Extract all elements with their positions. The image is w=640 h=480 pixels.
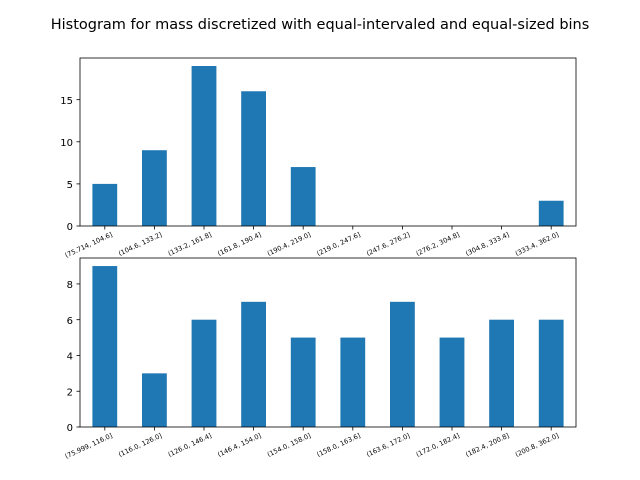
x-tick-label-equal-interval-5: (219.0, 247.6] [316,231,362,258]
y-tick-label-equal-interval-3: 15 [60,96,73,107]
bar-equal-size-4 [290,337,316,427]
y-tick-label-equal-size-4: 8 [67,280,73,291]
x-tick-label-equal-interval-2: (133.2, 161.8] [167,231,213,258]
bar-equal-size-8 [489,319,514,427]
chart-equal-size-bins: 0 2 4 6 8 (75.999, 116.0] (116.0, 126.0] (126.0… [64,257,577,461]
x-tick-label-equal-size-5: (158.0, 163.6] [316,432,362,459]
x-tick-label-equal-size-0: (75.999, 116.0] [64,432,114,461]
x-tick-label-equal-size-6: (163.6, 172.0] [365,432,411,459]
bar-equal-size-6 [390,301,415,427]
y-tick-label-equal-size-2: 4 [67,352,73,363]
figure-title: Histogram for mass discretized with equa… [51,17,590,33]
x-tick-label-equal-interval-7: (276.2, 304.8] [415,231,461,258]
y-tick-label-equal-size-3: 6 [67,316,73,327]
y-tick-label-equal-interval-0: 0 [67,222,73,233]
bar-equal-size-5 [340,337,366,427]
x-tick-label-equal-interval-0: (75.714, 104.6] [64,231,114,260]
axes-frame-equal-size [79,257,577,428]
bar-equal-interval-3 [241,91,266,226]
x-tick-label-equal-size-1: (116.0, 126.0] [117,432,163,459]
x-tick-label-equal-size-9: (200.8, 362.0] [514,432,560,459]
x-tick-label-equal-size-3: (146.4, 154.0] [216,432,262,459]
x-tick-label-equal-interval-9: (333.4, 362.0] [514,231,560,258]
bar-equal-interval-1 [142,150,167,226]
bar-equal-size-0 [92,266,118,427]
x-tick-label-equal-interval-3: (161.8, 190.4] [216,231,262,258]
bar-equal-interval-4 [290,167,316,226]
x-tick-label-equal-size-7: (172.0, 182.4] [415,432,461,459]
bar-equal-interval-0 [92,183,118,226]
x-tick-label-equal-interval-8: (304.8, 333.4] [464,231,510,258]
bar-equal-size-7 [439,337,465,427]
bar-equal-size-3 [241,301,266,427]
chart-equal-interval-bins: 0 5 10 15 (75.714, 104.6] (104.6, 133.2] (133.… [60,57,577,260]
bar-equal-size-1 [142,373,167,427]
x-tick-label-equal-interval-1: (104.6, 133.2] [117,231,163,258]
bar-equal-size-2 [191,319,217,427]
x-tick-label-equal-size-2: (126.0, 146.4] [167,432,213,459]
y-tick-label-equal-size-1: 2 [67,387,73,398]
x-tick-label-equal-size-4: (154.0, 158.0] [266,432,312,459]
x-tick-label-equal-interval-4: (190.4, 219.0] [266,231,312,258]
y-tick-label-equal-interval-2: 10 [60,138,73,149]
bar-equal-size-9 [538,319,564,427]
bar-equal-interval-9 [538,200,564,226]
x-tick-label-equal-size-8: (182.4, 200.8] [464,432,510,459]
y-tick-label-equal-interval-1: 5 [67,180,73,191]
y-tick-label-equal-size-0: 0 [67,423,73,434]
x-tick-label-equal-interval-6: (247.6, 276.2] [365,231,411,258]
bar-equal-interval-2 [191,66,217,226]
